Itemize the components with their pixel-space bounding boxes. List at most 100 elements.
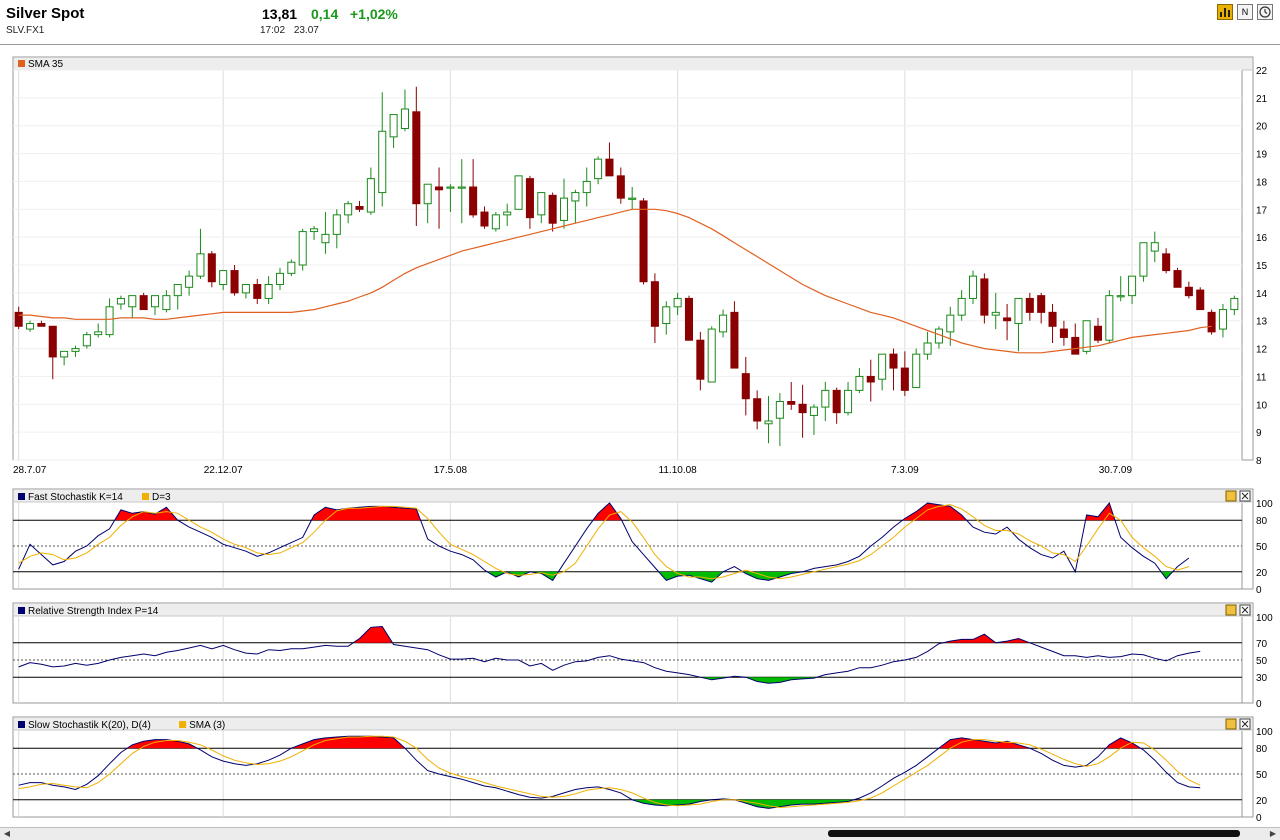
candle bbox=[139, 295, 148, 311]
candle bbox=[684, 297, 694, 341]
fast-stochastic-panel-oversold-fill bbox=[529, 571, 559, 581]
slow-stochastic-panel-y-tick: 20 bbox=[1256, 796, 1268, 807]
fast-stochastic-panel-series-0 bbox=[18, 501, 1190, 583]
candle bbox=[1218, 309, 1227, 330]
candle bbox=[923, 342, 932, 355]
price-y-tick: 21 bbox=[1256, 94, 1268, 105]
candle bbox=[900, 367, 909, 391]
candle bbox=[1196, 289, 1205, 311]
candle bbox=[207, 253, 216, 283]
scroll-left-icon[interactable]: ◀ bbox=[3, 829, 11, 838]
candle bbox=[798, 403, 807, 414]
candle bbox=[105, 306, 114, 336]
scroll-right-icon[interactable]: ▶ bbox=[1269, 829, 1277, 838]
candle bbox=[559, 197, 569, 221]
candle bbox=[787, 401, 796, 405]
candle bbox=[514, 175, 523, 210]
sma-legend-swatch bbox=[18, 60, 25, 67]
slow-stochastic-panel-y-tick: 50 bbox=[1256, 770, 1268, 781]
sma-line bbox=[18, 208, 1212, 354]
candle bbox=[1037, 295, 1046, 313]
candle bbox=[1025, 297, 1034, 313]
rsi-panel-y-tick: 50 bbox=[1256, 656, 1268, 667]
candle bbox=[639, 200, 648, 283]
fast-stochastic-panel-overbought-fill bbox=[902, 503, 967, 521]
fast-stochastic-panel-d-legend-label: D=3 bbox=[152, 492, 171, 503]
candle bbox=[594, 158, 603, 180]
candle bbox=[753, 398, 762, 422]
candle bbox=[1162, 253, 1171, 272]
candle bbox=[1128, 275, 1137, 297]
candle bbox=[878, 353, 887, 380]
quote-date-value: 23.07 bbox=[293, 25, 319, 36]
price-y-tick: 9 bbox=[1256, 428, 1262, 439]
candle bbox=[730, 311, 739, 369]
candle bbox=[1048, 311, 1057, 327]
slow-stochastic-panel-oversold-fill bbox=[734, 799, 854, 809]
candle bbox=[48, 325, 57, 358]
candle bbox=[469, 186, 478, 216]
fast-stochastic-panel-y-tick: 0 bbox=[1256, 585, 1262, 596]
candle bbox=[173, 284, 182, 297]
candle bbox=[741, 373, 750, 400]
candle bbox=[855, 375, 864, 391]
candle bbox=[366, 178, 375, 213]
candle bbox=[1071, 336, 1080, 355]
fast-stochastic-panel-k-legend-label: Fast Stochastik K=14 bbox=[28, 492, 123, 503]
price-y-tick: 19 bbox=[1256, 150, 1268, 161]
bar-chart-icon[interactable] bbox=[1217, 4, 1233, 20]
candle bbox=[71, 348, 80, 352]
rsi-panel-series-0 bbox=[18, 625, 1201, 684]
candle bbox=[525, 178, 534, 219]
fast-stochastic-panel-overbought-fill bbox=[593, 503, 622, 521]
fast-stochastic-panel-oversold-fill bbox=[658, 571, 724, 583]
candle bbox=[344, 203, 353, 216]
candle bbox=[82, 334, 91, 347]
candle bbox=[968, 275, 978, 299]
clock-icon[interactable] bbox=[1257, 4, 1273, 20]
candle bbox=[26, 323, 35, 330]
candle bbox=[980, 278, 989, 316]
candle bbox=[650, 281, 659, 327]
price-x-tick: 30.7.09 bbox=[1099, 465, 1133, 476]
candle bbox=[912, 353, 921, 389]
fast-stochastic-panel-d-legend-swatch bbox=[142, 493, 149, 500]
candle bbox=[1207, 311, 1216, 333]
candle bbox=[1184, 286, 1193, 297]
candle bbox=[844, 389, 853, 414]
candle bbox=[196, 253, 205, 277]
candle bbox=[707, 328, 716, 383]
price-x-tick: 17.5.08 bbox=[434, 465, 468, 476]
candle bbox=[457, 186, 466, 189]
slow-stochastic-panel-d-legend-label: SMA (3) bbox=[189, 720, 225, 731]
rsi-panel-y-tick: 30 bbox=[1256, 673, 1268, 684]
candle bbox=[628, 197, 637, 200]
price-y-tick: 13 bbox=[1256, 317, 1268, 328]
candle bbox=[60, 350, 69, 358]
slow-stochastic-panel-y-tick: 0 bbox=[1256, 813, 1262, 824]
candle bbox=[809, 406, 818, 416]
fast-stochastic-panel-y-tick: 80 bbox=[1256, 516, 1268, 527]
fast-stochastic-panel-oversold-fill bbox=[487, 571, 508, 577]
candle bbox=[378, 130, 387, 194]
candle bbox=[94, 331, 103, 336]
slow-stochastic-panel-settings-icon bbox=[1225, 718, 1237, 730]
news-icon-label: N bbox=[1241, 7, 1249, 17]
candle bbox=[435, 186, 444, 191]
price-y-tick: 12 bbox=[1256, 345, 1268, 356]
candle bbox=[1139, 242, 1148, 277]
candle bbox=[1230, 297, 1239, 311]
rsi-panel-close-cross bbox=[1241, 606, 1249, 614]
candle bbox=[605, 158, 614, 177]
candle bbox=[1150, 242, 1159, 252]
scrollbar-thumb[interactable] bbox=[828, 830, 1240, 837]
instrument-symbol: SLV.FX1 bbox=[6, 25, 45, 36]
candle bbox=[446, 186, 455, 189]
candle bbox=[1105, 295, 1114, 341]
candle bbox=[764, 420, 773, 425]
candle bbox=[673, 297, 682, 308]
news-icon[interactable]: N bbox=[1237, 4, 1253, 20]
horizontal-scrollbar[interactable]: ◀ ▶ bbox=[0, 827, 1280, 840]
price-y-tick: 8 bbox=[1256, 456, 1262, 467]
price-y-tick: 15 bbox=[1256, 261, 1268, 272]
